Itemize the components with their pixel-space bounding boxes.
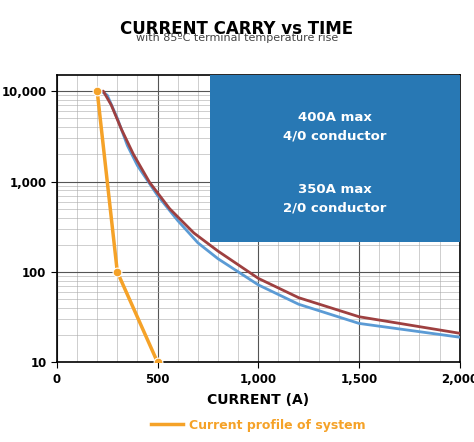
Point: [154, 359, 161, 366]
Text: CURRENT CARRY vs TIME: CURRENT CARRY vs TIME: [120, 20, 354, 38]
X-axis label: CURRENT (A): CURRENT (A): [207, 393, 310, 407]
Text: with 85ºC terminal temperature rise: with 85ºC terminal temperature rise: [136, 33, 338, 43]
FancyBboxPatch shape: [210, 75, 460, 242]
Text: 400A max
4/0 conductor: 400A max 4/0 conductor: [283, 111, 387, 143]
Point: [93, 88, 101, 95]
Text: 350A max
2/0 conductor: 350A max 2/0 conductor: [283, 183, 387, 215]
Point: [113, 268, 121, 275]
